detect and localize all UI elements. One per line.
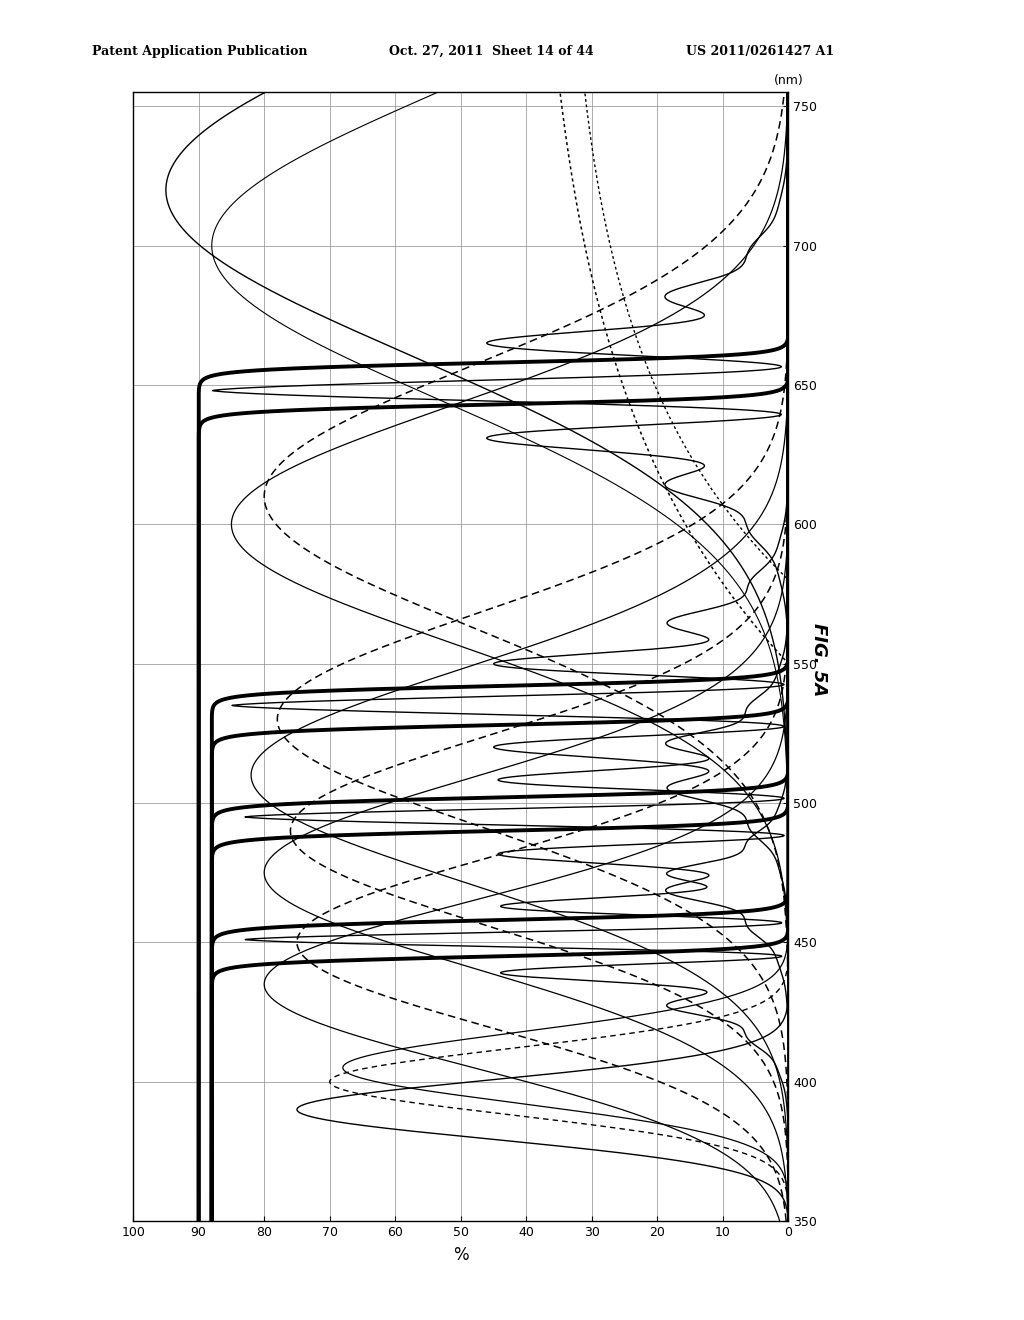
Text: (nm): (nm) [773,74,804,87]
Text: US 2011/0261427 A1: US 2011/0261427 A1 [686,45,835,58]
Text: Patent Application Publication: Patent Application Publication [92,45,307,58]
Text: FIG. 5A: FIG. 5A [810,623,828,697]
Text: Oct. 27, 2011  Sheet 14 of 44: Oct. 27, 2011 Sheet 14 of 44 [389,45,594,58]
X-axis label: %: % [453,1246,469,1263]
